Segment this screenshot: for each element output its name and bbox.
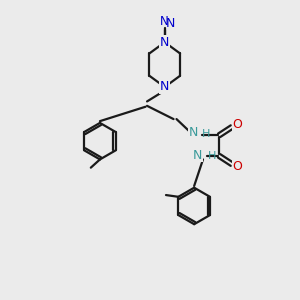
Text: N: N <box>188 126 198 140</box>
Text: N: N <box>165 17 175 31</box>
Text: N: N <box>160 36 169 49</box>
Text: O: O <box>232 160 242 173</box>
Text: N: N <box>160 80 169 94</box>
Text: H: H <box>208 151 217 161</box>
Text: H: H <box>202 129 210 139</box>
Text: N: N <box>160 15 169 28</box>
Text: N: N <box>193 148 202 161</box>
Text: O: O <box>232 118 242 131</box>
